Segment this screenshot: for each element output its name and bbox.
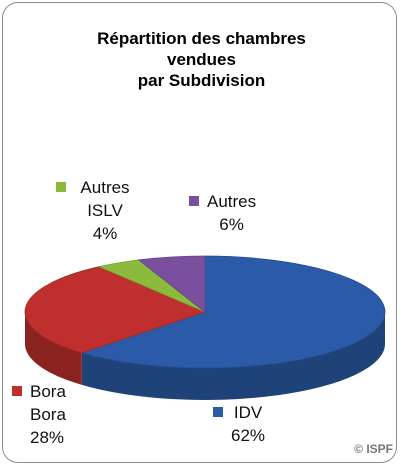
- data-label: Autres 6%: [189, 190, 256, 236]
- category-name: Autres: [207, 192, 257, 211]
- data-label: Bora Bora 28%: [12, 380, 80, 449]
- data-label: IDV 62%: [213, 401, 265, 447]
- category-name: IDV: [233, 403, 263, 422]
- value-label: 62%: [231, 426, 266, 445]
- label-text: Autres ISLV 4%: [74, 176, 136, 245]
- value-label: 6%: [219, 215, 244, 234]
- legend-swatch: [12, 386, 22, 396]
- chart-title: Répartition des chambres vendues par Sub…: [97, 29, 306, 90]
- value-label: 4%: [92, 224, 118, 243]
- label-text: Bora Bora 28%: [30, 380, 80, 449]
- slice: [24, 266, 207, 354]
- category-name: Autres ISLV: [80, 178, 130, 220]
- slice-side: [25, 312, 82, 385]
- legend-swatch: [213, 407, 223, 417]
- data-label: Autres ISLV 4%: [56, 176, 136, 245]
- chart-frame: [2, 2, 397, 463]
- legend-swatch: [56, 182, 66, 192]
- label-text: IDV 62%: [231, 401, 265, 447]
- slice: [137, 255, 206, 313]
- credit: © ISPF: [354, 442, 393, 456]
- category-name: Bora Bora: [30, 382, 66, 424]
- slice-side: [81, 312, 385, 401]
- label-text: Autres 6%: [207, 190, 256, 236]
- slice: [80, 255, 386, 369]
- legend-swatch: [189, 196, 199, 206]
- value-label: 28%: [30, 428, 65, 447]
